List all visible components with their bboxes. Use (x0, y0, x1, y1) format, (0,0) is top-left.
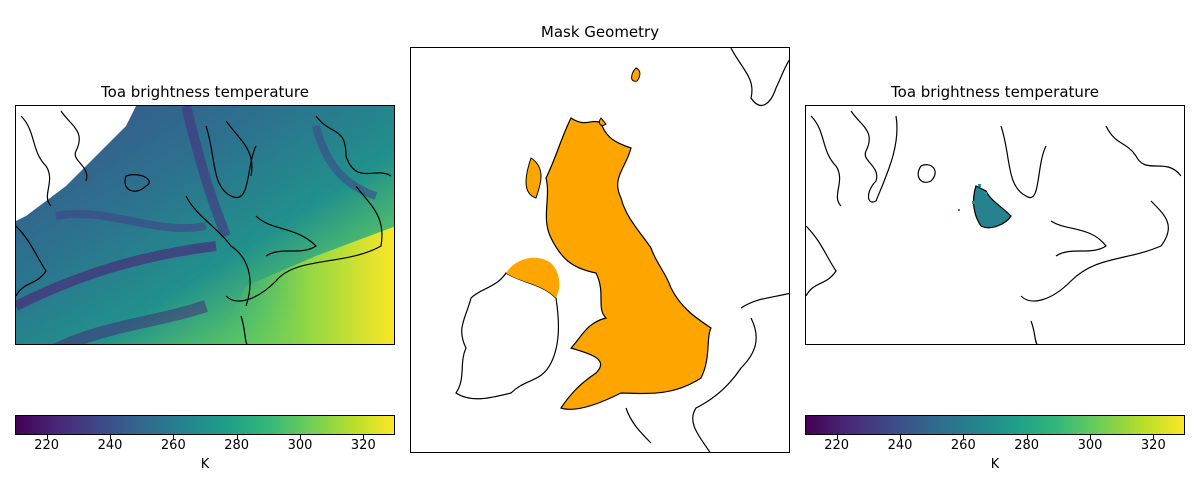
colorbar-tick (300, 435, 301, 439)
left-brightness-raster (16, 106, 394, 344)
masked-data-patch (972, 185, 1012, 229)
colorbar-tick (1026, 435, 1028, 439)
colorbar-tick (363, 435, 365, 439)
mask-geometry-map (410, 47, 790, 453)
right-colorbar (805, 415, 1185, 435)
left-panel-title: Toa brightness temperature (101, 83, 309, 101)
great-britain-fill (545, 117, 712, 410)
colorbar-tick (110, 435, 111, 439)
right-panel-title: Toa brightness temperature (891, 83, 1099, 101)
colorbar-tick-label: 320 (1140, 438, 1166, 453)
middle-panel-title: Mask Geometry (540, 23, 660, 41)
colorbar-tick-label: 280 (224, 438, 250, 453)
colorbar-tick-label: 300 (1077, 438, 1103, 453)
right-colorbar-label: K (990, 457, 1000, 472)
right-colorbar-ticks: 220 240 260 280 300 320 (805, 435, 1185, 455)
colorbar-tick (46, 435, 48, 439)
colorbar-tick-label: 300 (287, 438, 313, 453)
colorbar-tick (963, 435, 965, 439)
right-map (805, 105, 1185, 345)
colorbar-tick (1153, 435, 1155, 439)
colorbar-tick (900, 435, 901, 439)
colorbar-tick-label: 280 (1014, 438, 1040, 453)
left-colorbar-label: K (200, 457, 210, 472)
right-masked-raster (806, 110, 1182, 344)
colorbar-tick-label: 320 (350, 438, 376, 453)
colorbar-tick-label: 260 (160, 438, 186, 453)
colorbar-tick (1090, 435, 1091, 439)
colorbar-tick-label: 220 (824, 438, 850, 453)
left-colorbar (15, 415, 395, 435)
colorbar-tick (173, 435, 175, 439)
uk-mask-outline (455, 48, 789, 452)
colorbar-tick-label: 260 (950, 438, 976, 453)
colorbar-tick-label: 240 (97, 438, 123, 453)
colorbar-tick-label: 240 (887, 438, 913, 453)
northern-ireland-fill (506, 257, 560, 298)
colorbar-tick-label: 220 (34, 438, 60, 453)
left-colorbar-ticks: 220 240 260 280 300 320 (15, 435, 395, 455)
colorbar-tick (236, 435, 238, 439)
colorbar-tick (836, 435, 838, 439)
left-map (15, 105, 395, 345)
